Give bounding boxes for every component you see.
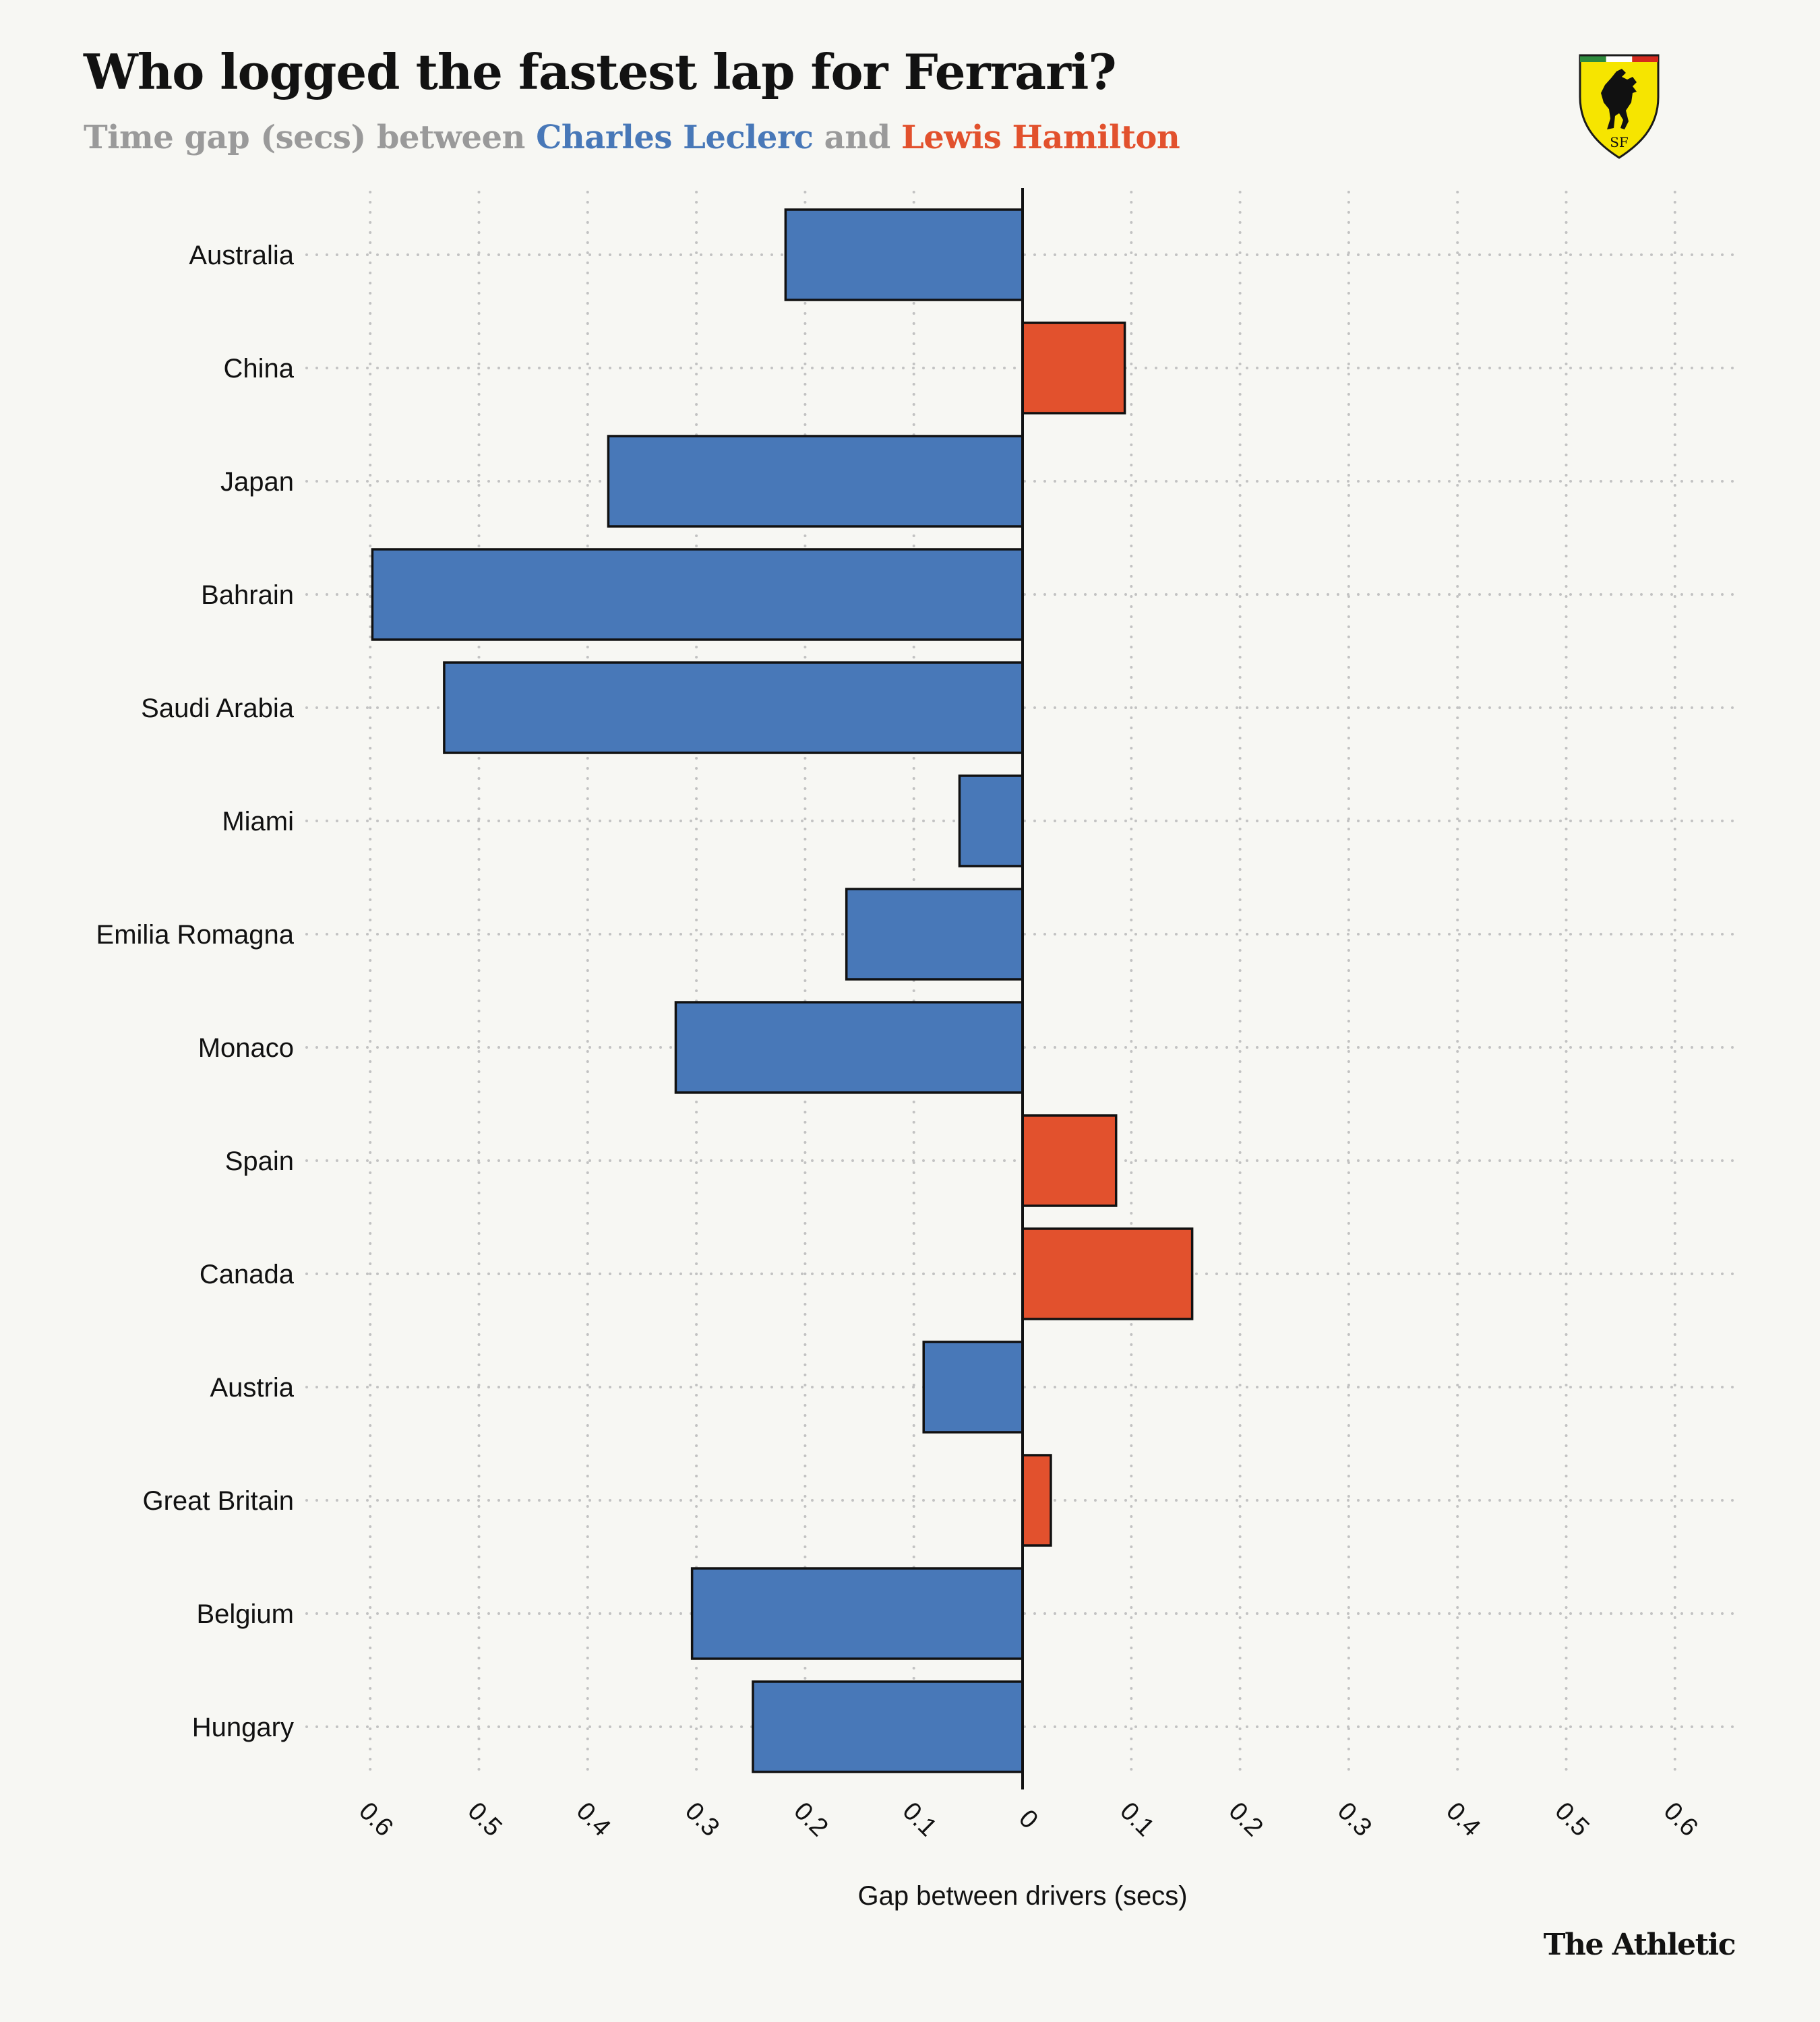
category-label: China xyxy=(223,354,294,384)
bar-leclerc xyxy=(371,548,1024,641)
logo-text: SF xyxy=(1610,134,1629,150)
ferrari-shield-icon: SF xyxy=(1579,54,1660,159)
category-label: Monaco xyxy=(198,1033,294,1063)
bars xyxy=(371,208,1194,1773)
bar-leclerc xyxy=(443,661,1024,754)
x-tick-label: 0.4 xyxy=(1440,1797,1486,1842)
category-labels: Australia China Japan Bahrain Saudi Arabia Mi… xyxy=(96,241,295,1742)
x-axis-title: Gap between drivers (secs) xyxy=(857,1881,1187,1911)
x-tick-label: 0.2 xyxy=(1223,1797,1269,1842)
category-label: Great Britain xyxy=(142,1486,294,1516)
category-label: Hungary xyxy=(192,1713,294,1742)
category-label: Japan xyxy=(220,467,294,497)
category-label: Emilia Romagna xyxy=(96,920,295,950)
category-label: Saudi Arabia xyxy=(141,694,295,723)
x-tick-label: 0.6 xyxy=(353,1797,398,1842)
gridlines xyxy=(305,191,1739,1781)
category-label: Austria xyxy=(210,1373,295,1403)
category-label: Miami xyxy=(222,807,294,836)
chart-title: Who logged the fastest lap for Ferrari? xyxy=(84,43,1117,100)
bar-leclerc xyxy=(845,888,1024,981)
bar-leclerc xyxy=(752,1680,1024,1773)
bar-hamilton xyxy=(1021,1454,1052,1547)
bar-leclerc xyxy=(690,1567,1024,1660)
x-tick-label: 0.6 xyxy=(1658,1797,1703,1842)
subtitle-driver-hamilton: Lewis Hamilton xyxy=(901,119,1180,156)
subtitle-driver-leclerc: Charles Leclerc xyxy=(536,119,814,156)
subtitle-prefix: Time gap (secs) between xyxy=(84,119,537,156)
x-tick-label: 0.5 xyxy=(462,1797,507,1842)
bar-leclerc xyxy=(607,435,1024,528)
x-tick-label: 0.3 xyxy=(1332,1797,1377,1842)
x-tick-label: 0.5 xyxy=(1549,1797,1594,1842)
category-label: Australia xyxy=(189,241,294,270)
x-tick-labels: 0.6 0.5 0.4 0.3 0.2 0.1 0 0.1 0.2 0.3 0.4 0.5 0.6 xyxy=(353,1797,1703,1842)
bar-hamilton xyxy=(1021,1227,1194,1320)
bar-leclerc xyxy=(674,1001,1024,1094)
category-label: Canada xyxy=(200,1260,295,1289)
x-tick-label: 0.3 xyxy=(679,1797,725,1842)
bar-leclerc xyxy=(958,774,1024,867)
category-label: Bahrain xyxy=(201,580,294,610)
category-label: Spain xyxy=(225,1146,294,1176)
subtitle-connector: and xyxy=(813,119,901,156)
x-tick-label: 0.1 xyxy=(1114,1797,1159,1842)
chart-subtitle: Time gap (secs) between Charles Leclerc … xyxy=(84,119,1180,156)
bar-leclerc xyxy=(784,208,1024,301)
source-credit: The Athletic xyxy=(1543,1928,1736,1962)
bar-hamilton xyxy=(1021,321,1126,415)
x-tick-label: 0 xyxy=(1013,1804,1043,1835)
x-tick-label: 0.1 xyxy=(897,1797,942,1842)
x-tick-label: 0.4 xyxy=(571,1797,616,1842)
x-tick-label: 0.2 xyxy=(788,1797,833,1842)
category-label: Belgium xyxy=(196,1599,294,1629)
bar-leclerc xyxy=(922,1341,1024,1434)
bar-hamilton xyxy=(1021,1114,1118,1207)
